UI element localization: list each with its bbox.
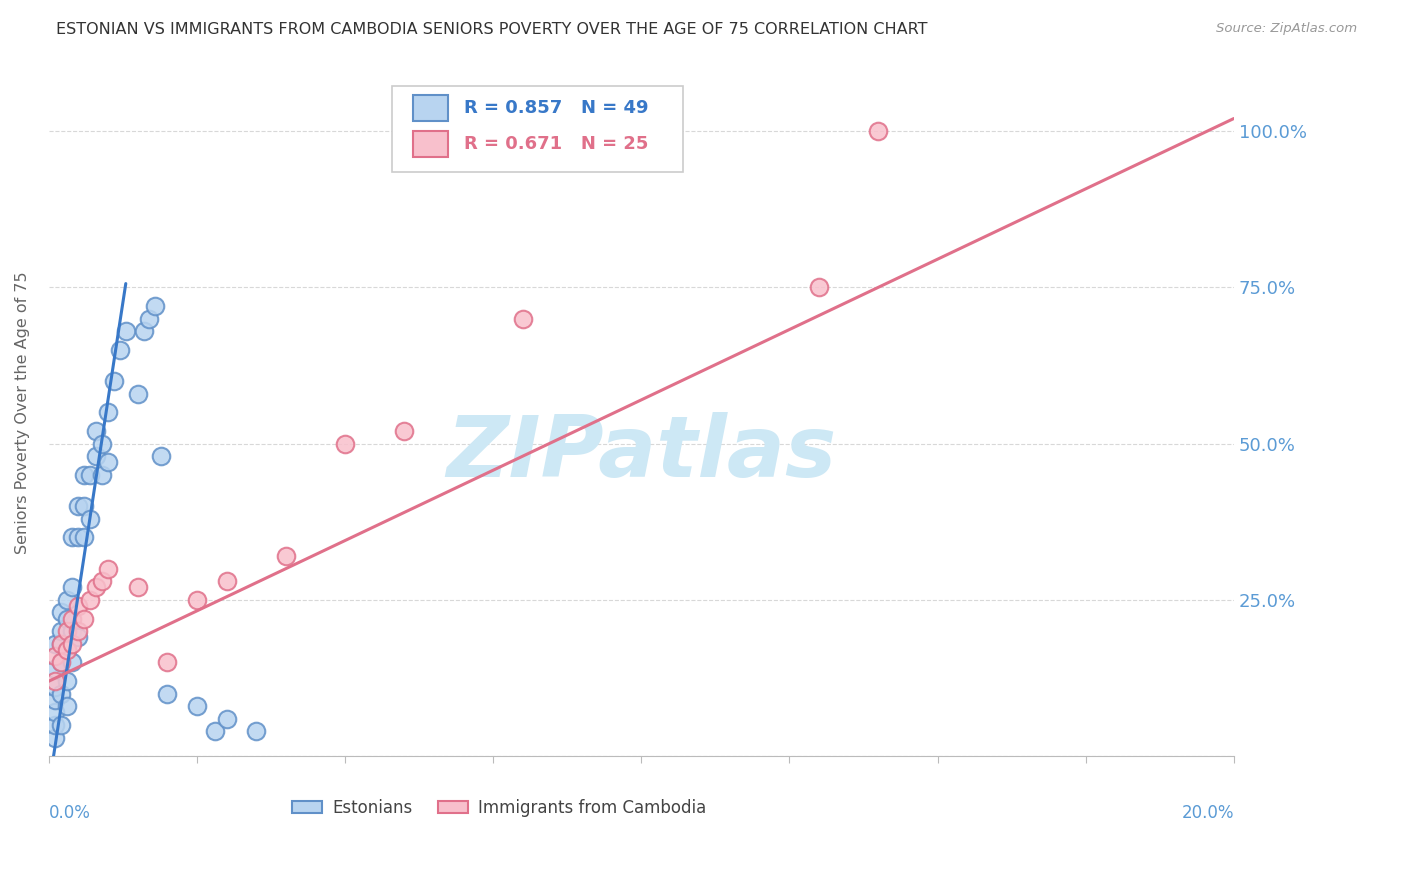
Point: [44, 662, 66, 676]
Point: [186, 699, 208, 714]
Point: [84, 449, 107, 463]
Point: [44, 637, 66, 651]
Point: [274, 549, 297, 564]
Point: [55, 612, 77, 626]
Point: [55, 593, 77, 607]
Point: [91, 574, 114, 589]
Point: [145, 299, 167, 313]
Point: [204, 724, 226, 739]
Point: [97, 405, 120, 419]
Point: [512, 311, 534, 326]
Point: [44, 731, 66, 745]
Point: [138, 311, 160, 326]
Point: [215, 712, 238, 726]
Point: [49, 687, 72, 701]
Text: 0.0%: 0.0%: [49, 805, 90, 822]
Point: [808, 280, 831, 294]
Point: [67, 531, 90, 545]
Point: [49, 718, 72, 732]
Point: [132, 324, 155, 338]
Point: [91, 467, 114, 482]
Point: [67, 624, 90, 639]
Point: [73, 612, 96, 626]
Point: [62, 637, 84, 651]
Point: [868, 124, 890, 138]
Point: [44, 718, 66, 732]
Y-axis label: Seniors Poverty Over the Age of 75: Seniors Poverty Over the Age of 75: [15, 271, 30, 554]
Point: [127, 386, 149, 401]
Point: [150, 449, 173, 463]
Point: [333, 436, 356, 450]
Point: [55, 674, 77, 689]
Point: [79, 593, 101, 607]
Point: [186, 593, 208, 607]
Point: [55, 624, 77, 639]
Point: [49, 656, 72, 670]
Point: [67, 631, 90, 645]
Legend: Estonians, Immigrants from Cambodia: Estonians, Immigrants from Cambodia: [285, 792, 713, 823]
Point: [73, 531, 96, 545]
Point: [67, 499, 90, 513]
Text: R = 0.671   N = 25: R = 0.671 N = 25: [464, 136, 648, 153]
Point: [44, 681, 66, 695]
Point: [114, 324, 136, 338]
Point: [79, 467, 101, 482]
Point: [44, 706, 66, 720]
Point: [62, 624, 84, 639]
Point: [127, 581, 149, 595]
Point: [49, 606, 72, 620]
Point: [245, 724, 267, 739]
Point: [44, 674, 66, 689]
Text: R = 0.857   N = 49: R = 0.857 N = 49: [464, 99, 648, 118]
Point: [62, 581, 84, 595]
Point: [79, 511, 101, 525]
FancyBboxPatch shape: [392, 86, 683, 171]
Point: [108, 343, 131, 357]
Point: [84, 581, 107, 595]
Point: [215, 574, 238, 589]
Point: [156, 687, 179, 701]
Point: [394, 424, 416, 438]
Point: [55, 643, 77, 657]
Point: [91, 436, 114, 450]
Point: [49, 637, 72, 651]
Text: ZIPatlas: ZIPatlas: [446, 412, 837, 495]
Point: [49, 624, 72, 639]
Point: [84, 424, 107, 438]
Point: [49, 656, 72, 670]
Point: [67, 599, 90, 614]
FancyBboxPatch shape: [412, 95, 449, 121]
Point: [103, 374, 125, 388]
Text: ESTONIAN VS IMMIGRANTS FROM CAMBODIA SENIORS POVERTY OVER THE AGE OF 75 CORRELAT: ESTONIAN VS IMMIGRANTS FROM CAMBODIA SEN…: [56, 22, 928, 37]
Point: [44, 693, 66, 707]
Text: 20.0%: 20.0%: [1181, 805, 1234, 822]
FancyBboxPatch shape: [412, 131, 449, 157]
Point: [44, 649, 66, 664]
Point: [55, 643, 77, 657]
Point: [73, 467, 96, 482]
Point: [156, 656, 179, 670]
Point: [49, 637, 72, 651]
Point: [55, 699, 77, 714]
Point: [73, 499, 96, 513]
Point: [97, 562, 120, 576]
Point: [62, 531, 84, 545]
Text: Source: ZipAtlas.com: Source: ZipAtlas.com: [1216, 22, 1357, 36]
Point: [97, 455, 120, 469]
Point: [62, 656, 84, 670]
Point: [62, 612, 84, 626]
